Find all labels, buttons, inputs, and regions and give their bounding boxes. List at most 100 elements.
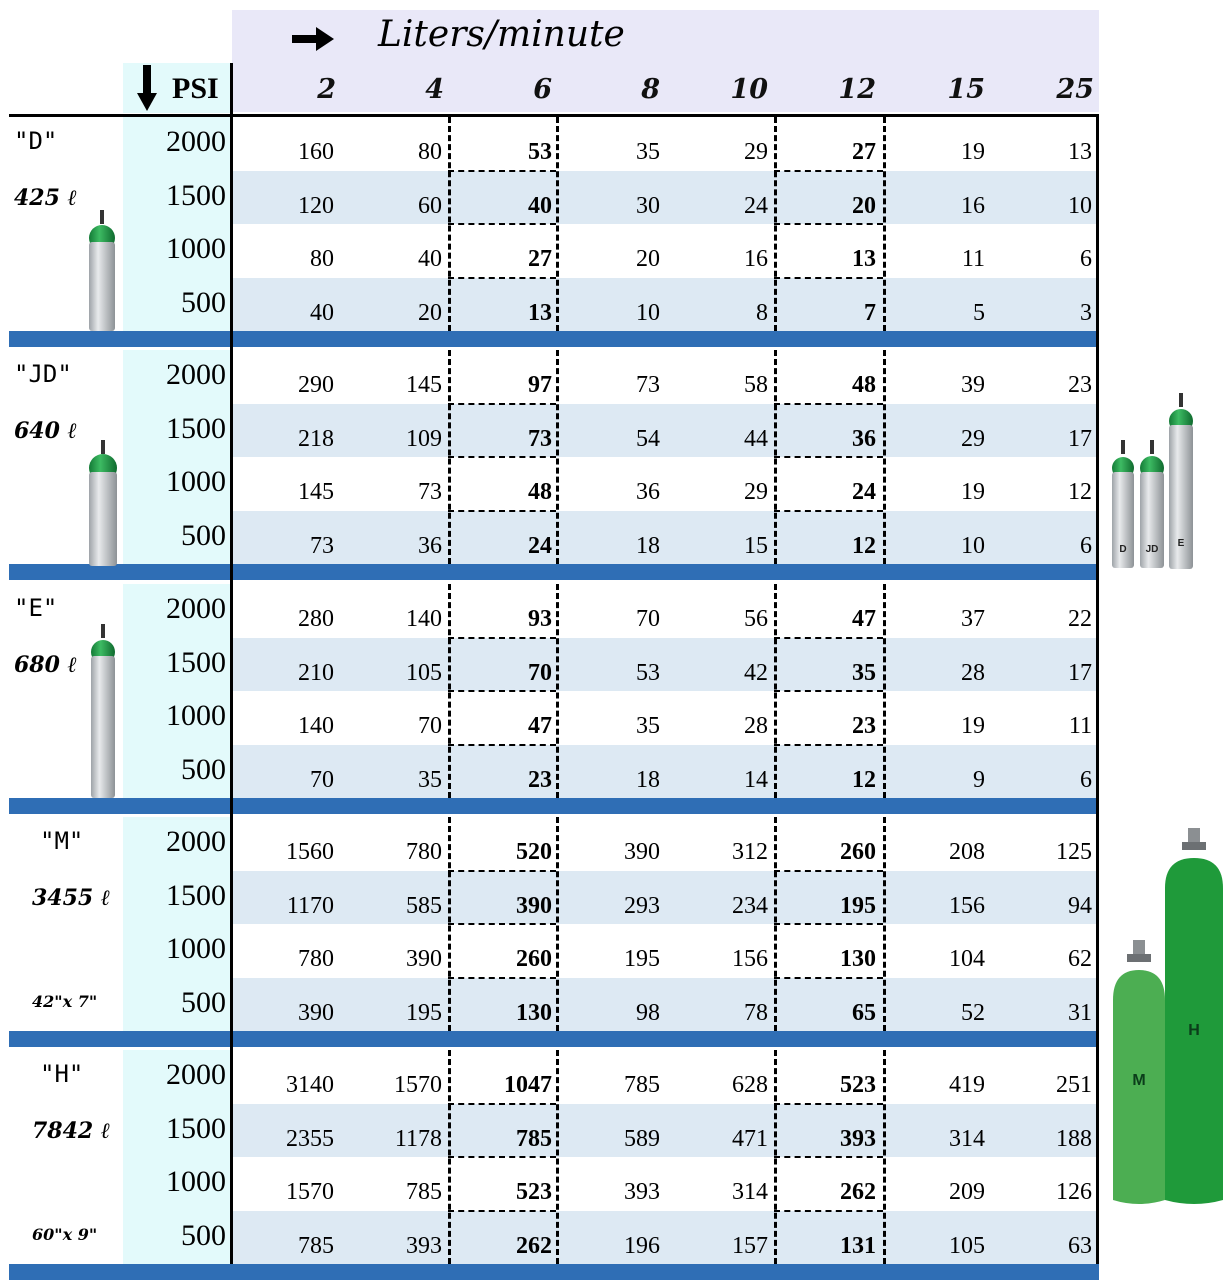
duration-cell: 23 (852, 713, 876, 739)
duration-cell: 234 (732, 892, 768, 919)
row-stripe (232, 1103, 1099, 1157)
psi-value: 1000 (166, 1165, 226, 1198)
duration-cell: 13 (1068, 139, 1092, 165)
cylinder-volume: 425 ℓ (14, 185, 77, 211)
duration-cell: 6 (1080, 246, 1092, 272)
duration-cell: 73 (418, 479, 442, 505)
duration-cell: 1178 (394, 1125, 442, 1152)
duration-cell: 29 (744, 479, 768, 505)
duration-cell: 53 (636, 659, 660, 686)
header-bottom-line (9, 114, 1099, 117)
duration-cell: 48 (852, 372, 876, 398)
duration-cell: 35 (636, 139, 660, 165)
duration-cell: 8 (756, 299, 768, 326)
duration-cell: 11 (1068, 713, 1092, 739)
duration-cell: 1570 (394, 1072, 442, 1098)
duration-cell: 585 (406, 892, 442, 919)
cylinder-name: "E" (14, 594, 58, 622)
highlight-dash-row (448, 690, 556, 692)
duration-cell: 70 (310, 766, 334, 793)
duration-cell: 105 (949, 1232, 985, 1259)
highlight-dash-row (774, 1102, 883, 1105)
highlight-dash-row (448, 1156, 556, 1158)
duration-cell: 35 (418, 766, 442, 793)
duration-cell: 52 (961, 999, 985, 1026)
duration-cell: 20 (852, 192, 876, 219)
psi-column-bg (123, 584, 231, 798)
highlight-dash-right (556, 350, 559, 564)
side-cylinder-h-label: H (1188, 1021, 1200, 1039)
duration-cell: 2355 (286, 1125, 334, 1152)
duration-cell: 12 (852, 532, 876, 559)
duration-cell: 293 (624, 892, 660, 919)
duration-cell: 48 (528, 479, 552, 505)
duration-cell: 35 (636, 713, 660, 739)
duration-cell: 42 (744, 659, 768, 686)
duration-cell: 23 (528, 766, 552, 793)
row-stripe (232, 977, 1099, 1031)
highlight-dash-row (774, 869, 883, 872)
highlight-dash-row (448, 1209, 556, 1212)
duration-cell: 126 (1056, 1179, 1092, 1205)
highlight-dash-row (774, 509, 883, 512)
psi-value: 1000 (166, 465, 226, 498)
duration-cell: 56 (744, 606, 768, 632)
duration-cell: 471 (732, 1125, 768, 1152)
highlight-dash-row (774, 976, 883, 979)
duration-cell: 390 (298, 999, 334, 1026)
psi-value: 1000 (166, 932, 226, 965)
highlight-dash-row (774, 690, 883, 692)
cylinder-volume: 680 ℓ (14, 652, 77, 678)
duration-cell: 393 (406, 1232, 442, 1259)
duration-cell: 27 (852, 139, 876, 165)
duration-cell: 19 (961, 479, 985, 505)
duration-cell: 419 (949, 1072, 985, 1098)
duration-cell: 10 (1068, 192, 1092, 219)
highlight-dash-row (774, 1156, 883, 1158)
duration-cell: 105 (406, 659, 442, 686)
duration-cell: 36 (636, 479, 660, 505)
cylinder-name: "JD" (14, 360, 72, 388)
section-separator (9, 564, 1099, 580)
duration-cell: 36 (852, 425, 876, 452)
duration-cell: 70 (528, 659, 552, 686)
row-stripe (232, 403, 1099, 457)
duration-cell: 24 (528, 532, 552, 559)
highlight-dash-right (883, 117, 886, 331)
row-stripe (232, 510, 1099, 564)
duration-cell: 12 (852, 766, 876, 793)
duration-cell: 73 (636, 372, 660, 398)
duration-cell: 24 (852, 479, 876, 505)
duration-cell: 393 (840, 1125, 876, 1152)
side-cylinder-e-label: E (1177, 537, 1185, 549)
duration-cell: 390 (516, 892, 552, 919)
highlight-dash-right (883, 584, 886, 798)
highlight-dash-row (448, 923, 556, 925)
highlight-dash-row (448, 169, 556, 172)
duration-cell: 19 (961, 139, 985, 165)
arrow-right-icon (292, 27, 334, 51)
duration-cell: 3 (1080, 299, 1092, 326)
highlight-dash-row (448, 869, 556, 872)
row-stripe (232, 744, 1099, 798)
duration-cell: 62 (1068, 946, 1092, 972)
duration-cell: 93 (528, 606, 552, 632)
duration-cell: 73 (310, 532, 334, 559)
psi-value: 2000 (166, 1058, 226, 1091)
duration-cell: 260 (840, 839, 876, 865)
duration-cell: 780 (406, 839, 442, 865)
cylinder-name: "H" (40, 1060, 84, 1088)
psi-column-bg (123, 1050, 231, 1264)
duration-cell: 393 (624, 1179, 660, 1205)
cylinder-volume: 7842 ℓ (32, 1118, 111, 1144)
psi-column-bg (123, 350, 231, 564)
duration-cell: 37 (961, 606, 985, 632)
duration-cell: 1560 (286, 839, 334, 865)
duration-cell: 18 (636, 766, 660, 793)
psi-value: 500 (181, 1218, 226, 1252)
duration-cell: 10 (636, 299, 660, 326)
duration-cell: 314 (949, 1125, 985, 1152)
duration-cell: 22 (1068, 606, 1092, 632)
chart-title: Liters/minute (378, 14, 625, 55)
highlight-dash-right (883, 817, 886, 1031)
